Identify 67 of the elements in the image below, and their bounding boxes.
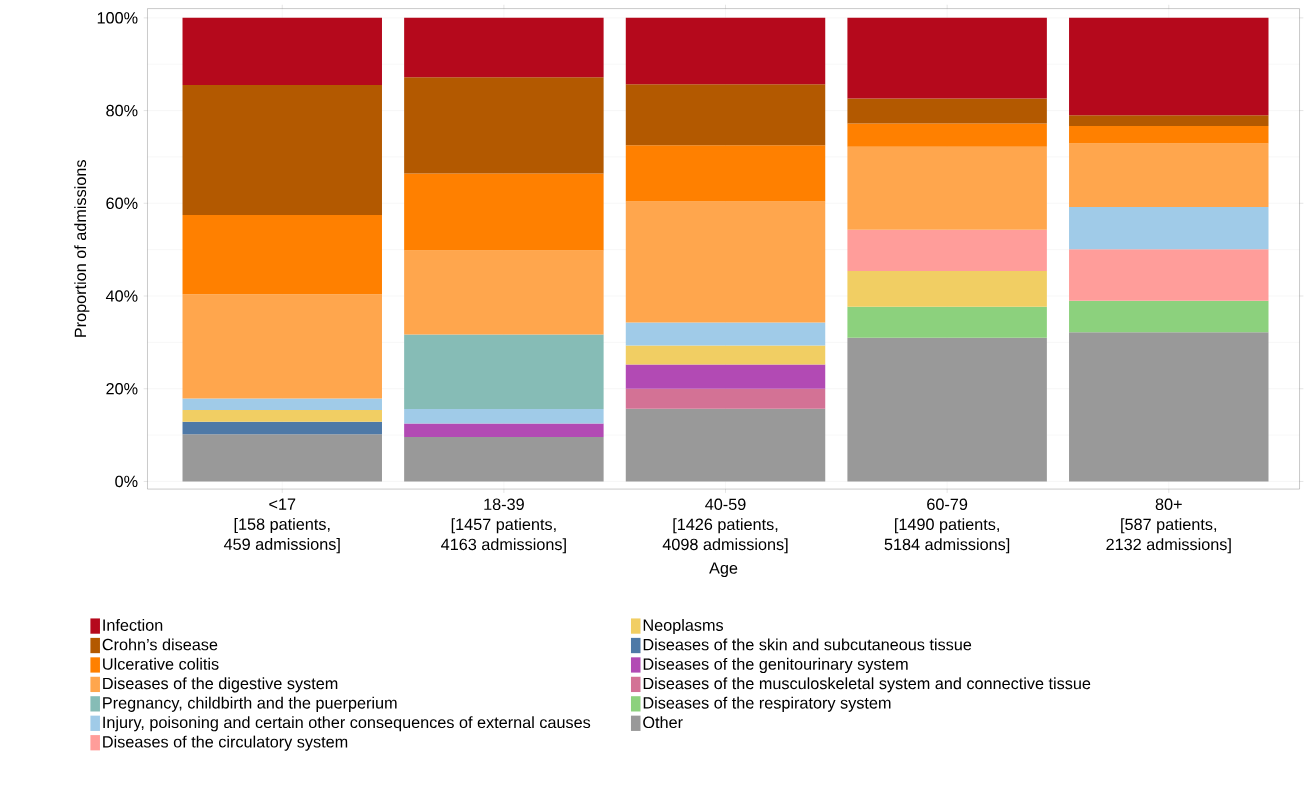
legend-label: Ulcerative colitis xyxy=(103,657,219,670)
x-tick-label: 80+ [587 patients, 2132 admissions] xyxy=(1106,498,1231,554)
legend-label: Diseases of the respiratory system xyxy=(643,696,891,712)
bar xyxy=(1069,115,1269,126)
bar xyxy=(847,146,1047,230)
bar xyxy=(182,294,382,399)
bar xyxy=(1069,332,1269,482)
bar xyxy=(847,123,1047,147)
legend-label: Diseases of the musculoskeletal system and connective tissue xyxy=(643,677,1091,693)
bar xyxy=(847,306,1047,338)
bar xyxy=(404,17,604,78)
legend-label: Other xyxy=(643,716,683,729)
legend-label: Injury, poisoning and certain other consequences of external causes xyxy=(103,716,591,732)
y-tick-label: 100% xyxy=(97,12,138,24)
legend-label: Diseases of the circulatory system xyxy=(103,735,348,751)
bar xyxy=(404,334,604,410)
bar xyxy=(625,17,826,85)
bar xyxy=(182,17,382,85)
bar xyxy=(847,17,1047,99)
bar xyxy=(625,345,826,365)
bar xyxy=(182,421,382,435)
bar xyxy=(1069,206,1269,250)
bar xyxy=(847,229,1047,271)
bar xyxy=(404,409,604,424)
bar xyxy=(847,337,1047,482)
bar xyxy=(847,270,1047,307)
y-axis-title: Proportion of admissions xyxy=(74,159,90,337)
bar xyxy=(625,201,826,323)
bar xyxy=(847,98,1047,124)
bar xyxy=(625,145,826,202)
bar xyxy=(404,436,604,482)
bar xyxy=(625,322,826,346)
x-tick-label: <17 [158 patients, 459 admissions] xyxy=(223,498,340,554)
legend-label: Crohn’s disease xyxy=(102,638,218,651)
legend-label: Infection xyxy=(103,618,163,631)
legend-label: Diseases of the digestive system xyxy=(103,677,338,693)
bar xyxy=(182,434,382,482)
bar xyxy=(625,388,826,409)
bar xyxy=(182,214,382,295)
legend-label: Pregnancy, childbirth and the puerperium xyxy=(103,696,397,712)
x-tick-label: 18-39 [1457 patients, 4163 admissions] xyxy=(441,498,566,554)
y-tick-label: 60% xyxy=(106,197,138,209)
bar xyxy=(404,77,604,174)
bar xyxy=(182,84,382,215)
bar xyxy=(182,409,382,422)
y-tick-label: 80% xyxy=(106,104,138,117)
legend-label: Diseases of the skin and subcutaneous tissue xyxy=(643,638,972,651)
bar xyxy=(1069,300,1269,333)
x-axis-title: Age xyxy=(709,562,738,577)
y-tick-label: 20% xyxy=(106,382,138,395)
legend-label: Neoplasms xyxy=(643,618,724,635)
bar xyxy=(182,398,382,410)
y-tick-label: 0% xyxy=(115,475,138,488)
y-tick-label: 40% xyxy=(105,290,138,302)
bar xyxy=(1069,249,1269,301)
bar xyxy=(625,408,826,482)
bar xyxy=(1069,143,1269,207)
x-tick-label: 40-59 [1426 patients, 4098 admissions] xyxy=(662,498,788,554)
bar xyxy=(404,173,604,251)
bar xyxy=(404,423,604,437)
bar xyxy=(1069,17,1269,116)
bar xyxy=(404,250,604,335)
x-tick-label: 60-79 [1490 patients, 5184 admissions] xyxy=(884,498,1010,554)
bar xyxy=(1069,125,1269,144)
bar xyxy=(625,84,826,146)
bar xyxy=(625,364,826,389)
legend-label: Diseases of the genitourinary system xyxy=(643,657,908,673)
